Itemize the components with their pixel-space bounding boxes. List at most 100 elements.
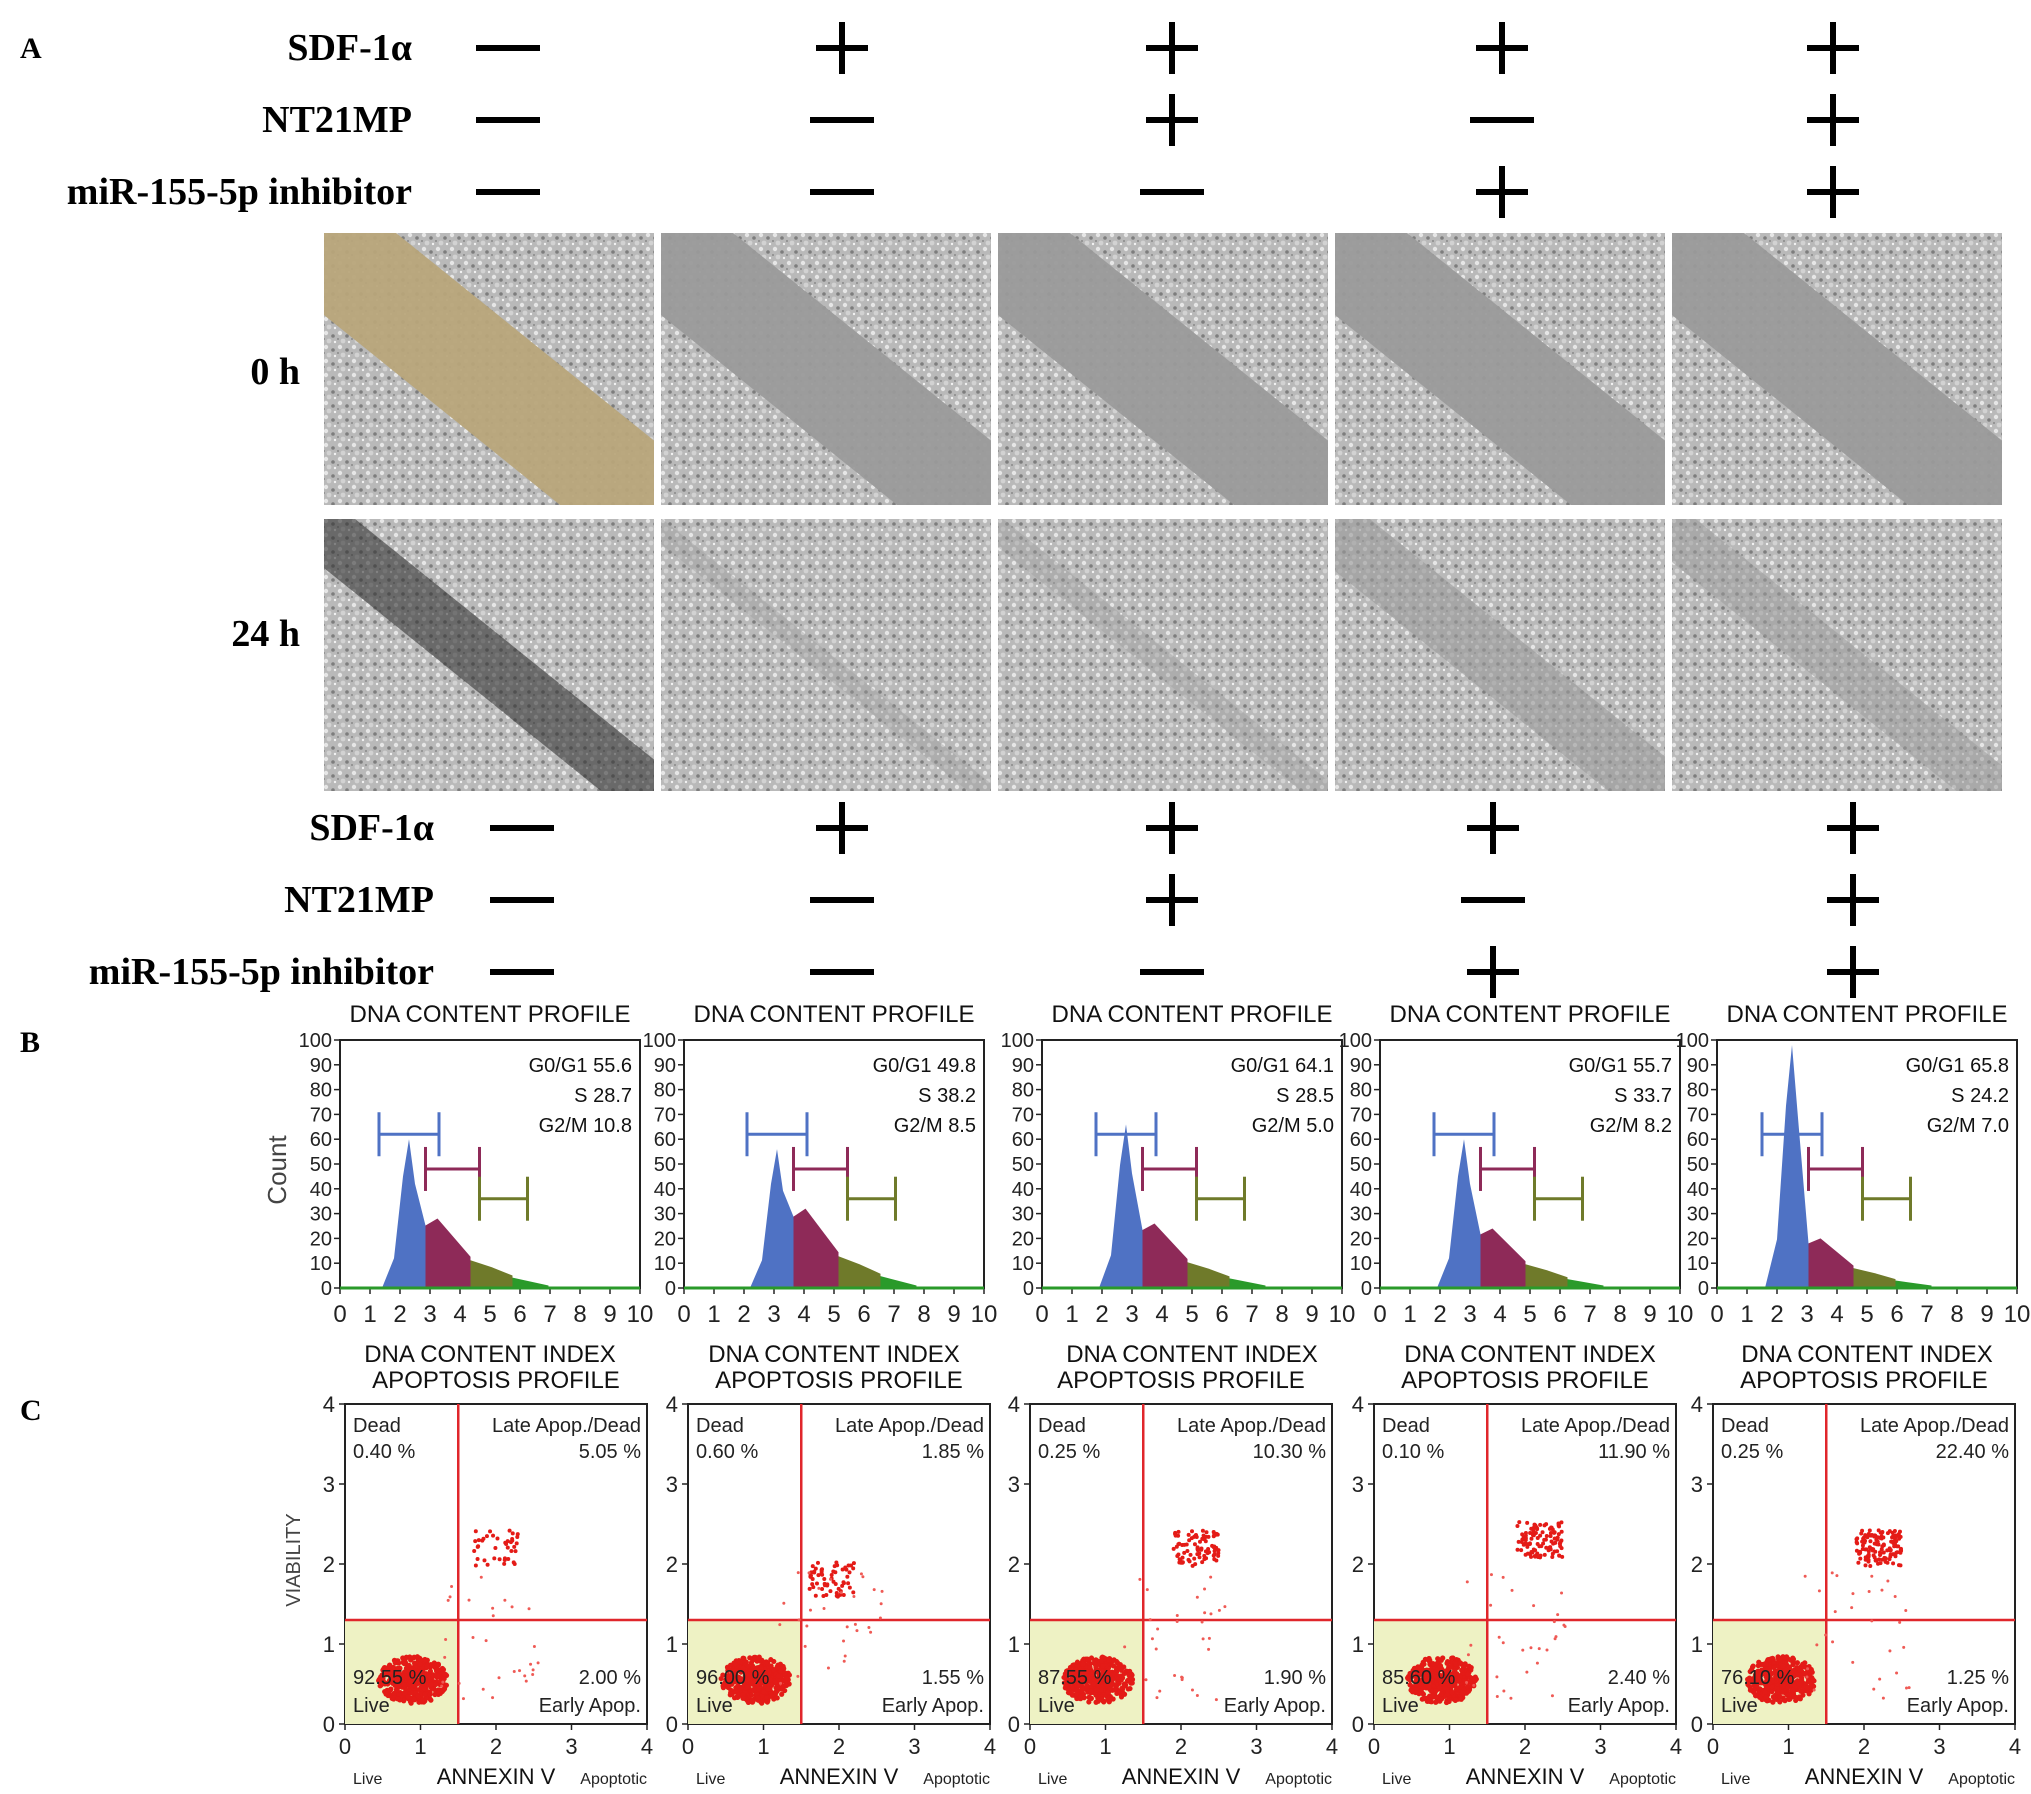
- late-point: [1874, 1542, 1879, 1547]
- live-point: [434, 1667, 440, 1673]
- sparse-point: [1156, 1627, 1160, 1631]
- late-point: [1525, 1520, 1530, 1525]
- top-row-label-inhibitor: miR-155-5p inhibitor: [67, 171, 412, 213]
- live-point: [1770, 1694, 1776, 1700]
- live-point: [1777, 1699, 1783, 1705]
- x-tick-label: 1: [757, 1734, 769, 1759]
- late-point: [1533, 1523, 1538, 1528]
- late-point: [1187, 1538, 1192, 1543]
- panel-label-b: B: [20, 1026, 40, 1059]
- late-point: [473, 1539, 478, 1544]
- late-point: [1200, 1536, 1205, 1541]
- x-tick-label: 10: [2004, 1301, 2031, 1328]
- sparse-point: [822, 1607, 826, 1611]
- y-tick-label: 0: [1352, 1712, 1364, 1737]
- plus-sign: [1476, 166, 1528, 218]
- live-point: [775, 1684, 781, 1690]
- x-tick-label: 2: [1095, 1301, 1108, 1328]
- late-point: [1534, 1553, 1539, 1558]
- sparse-point: [1803, 1574, 1807, 1578]
- x-tick-label: 4: [797, 1301, 810, 1328]
- phase-percent: S 28.5: [1276, 1085, 1334, 1107]
- bottom-row-label-sdf: SDF-1α: [309, 807, 434, 849]
- sparse-point: [845, 1625, 849, 1629]
- y-tick-label: 4: [1691, 1392, 1703, 1417]
- live-point: [395, 1665, 401, 1672]
- dna-xlabel: DNA CONTENT INDEX: [1404, 1341, 1656, 1368]
- live-point: [1457, 1660, 1463, 1666]
- late-point: [1202, 1557, 1207, 1562]
- live-point: [740, 1695, 746, 1701]
- y-tick-label: 50: [1350, 1154, 1372, 1176]
- y-tick-label: 90: [1687, 1055, 1709, 1077]
- sparse-point: [1545, 1648, 1549, 1652]
- x-left-label: Live: [353, 1771, 382, 1788]
- y-tick-label: 70: [654, 1104, 676, 1126]
- late-point: [1200, 1528, 1205, 1533]
- x-tick-label: 0: [677, 1301, 690, 1328]
- late-point: [1856, 1560, 1861, 1565]
- live-point: [755, 1695, 761, 1701]
- y-tick-label: 2: [1691, 1552, 1703, 1577]
- late-point: [1858, 1556, 1863, 1561]
- y-tick-label: 3: [1008, 1472, 1020, 1497]
- x-tick-label: 0: [339, 1734, 351, 1759]
- x-left-label: Live: [1721, 1771, 1750, 1788]
- late-point: [505, 1545, 510, 1550]
- sparse-point: [1878, 1677, 1882, 1681]
- apoptosis-title: APOPTOSIS PROFILE: [1401, 1367, 1649, 1394]
- late-point: [851, 1561, 856, 1566]
- live-point: [383, 1665, 389, 1671]
- dna-xlabel: DNA CONTENT INDEX: [1741, 1341, 1993, 1368]
- x-tick-label: 7: [887, 1301, 900, 1328]
- late-point: [834, 1593, 839, 1598]
- sparse-point: [782, 1601, 786, 1605]
- live-point: [1439, 1696, 1445, 1702]
- live-point: [413, 1671, 419, 1678]
- live-point: [759, 1700, 765, 1706]
- sparse-point: [1867, 1590, 1871, 1594]
- sparse-point: [1466, 1653, 1470, 1657]
- late-point: [1885, 1560, 1890, 1565]
- dna-plot-frame: [339, 1039, 641, 1289]
- live-point: [750, 1657, 756, 1663]
- sparse-point: [1812, 1688, 1816, 1692]
- x-tick-label: 8: [1275, 1301, 1288, 1328]
- live-point: [428, 1682, 434, 1688]
- x-right-label: Apoptotic: [1948, 1771, 2015, 1788]
- late-point: [491, 1533, 496, 1538]
- late-point: [845, 1574, 850, 1579]
- scratch-gap: [1671, 232, 2003, 506]
- sparse-point: [1123, 1645, 1127, 1649]
- live-point: [1810, 1683, 1816, 1689]
- y-tick-label: 70: [1687, 1104, 1709, 1126]
- x-tick-label: 3: [1933, 1734, 1945, 1759]
- x-tick-label: 0: [1368, 1734, 1380, 1759]
- scratch-gap: [660, 518, 992, 792]
- g2m-histogram: [1525, 1264, 1568, 1288]
- live-point: [1430, 1661, 1436, 1667]
- annexin-xlabel: ANNEXIN V: [1466, 1764, 1585, 1789]
- late-point: [1888, 1552, 1893, 1557]
- late-point: [840, 1567, 845, 1572]
- sparse-point: [880, 1589, 884, 1593]
- late-point: [1542, 1537, 1547, 1542]
- sparse-point: [1223, 1605, 1227, 1609]
- live-point: [394, 1683, 400, 1689]
- sparse-point: [1835, 1574, 1839, 1578]
- sparse-point: [1501, 1641, 1505, 1645]
- sparse-point: [1495, 1675, 1499, 1679]
- live-point: [1438, 1657, 1444, 1663]
- sparse-point: [443, 1655, 447, 1659]
- sparse-point: [1554, 1635, 1558, 1639]
- y-tick-label: 2: [666, 1552, 678, 1577]
- x-tick-label: 0: [1373, 1301, 1386, 1328]
- late-point: [822, 1576, 827, 1581]
- sparse-point: [842, 1639, 846, 1643]
- live-point: [391, 1690, 397, 1697]
- late-point: [1873, 1558, 1878, 1563]
- live-point: [1449, 1655, 1455, 1661]
- late-point: [1861, 1536, 1866, 1541]
- late-point: [473, 1563, 478, 1568]
